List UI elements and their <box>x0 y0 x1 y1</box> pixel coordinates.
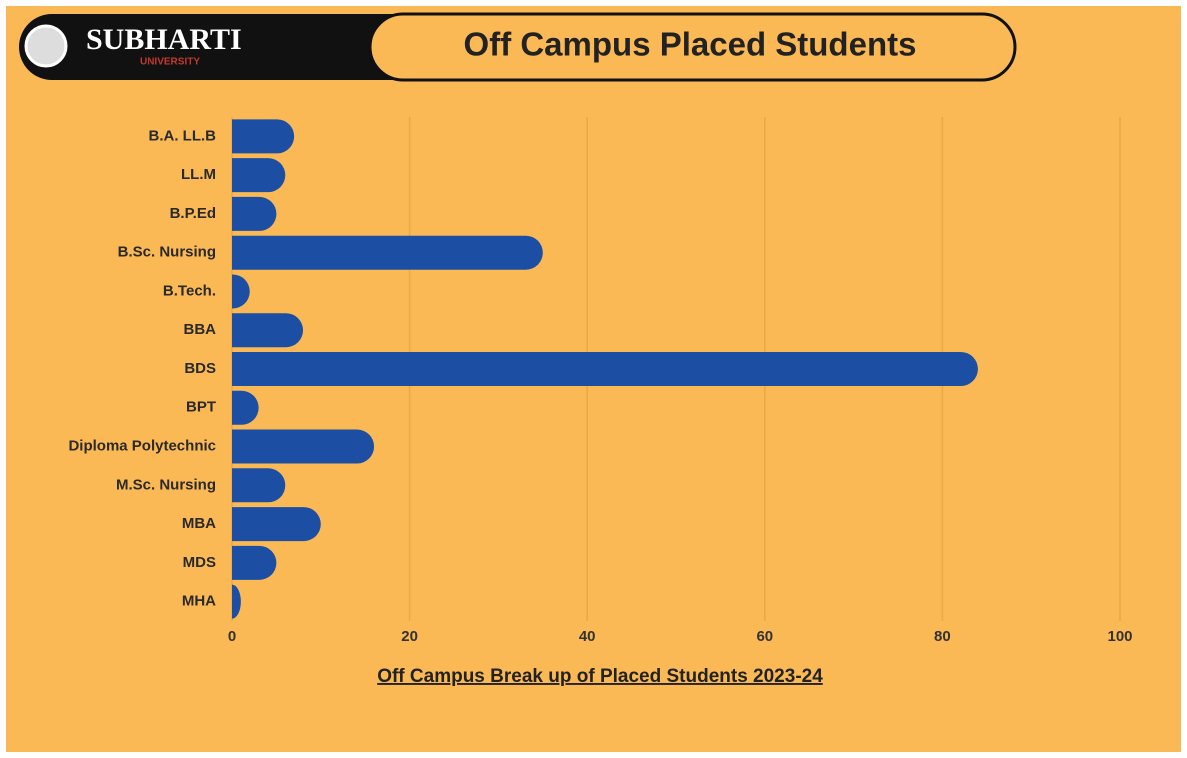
x-tick-label: 100 <box>1107 628 1132 645</box>
y-tick-label: BDS <box>184 360 216 377</box>
bar <box>232 274 250 309</box>
logo-panel <box>19 14 400 80</box>
y-tick-label: MDS <box>183 554 216 571</box>
bar <box>232 468 286 503</box>
y-tick-label: Diploma Polytechnic <box>68 438 216 455</box>
logo-subtitle: UNIVERSITY <box>140 57 200 68</box>
y-tick-label: MHA <box>182 593 216 610</box>
bar <box>232 352 978 386</box>
y-tick-label: BPT <box>186 399 216 416</box>
bar <box>232 313 304 348</box>
chart-title: Off Campus Placed Students <box>464 26 917 63</box>
title-pill <box>368 12 1017 82</box>
y-tick-label: B.A. LL.B <box>149 127 217 144</box>
x-tick-label: 60 <box>756 628 773 645</box>
x-axis-label: Off Campus Break up of Placed Students 2… <box>377 666 823 687</box>
bar <box>232 584 241 619</box>
x-tick-label: 80 <box>934 628 951 645</box>
bar <box>232 196 277 231</box>
logo-text: SUBHARTI <box>86 23 242 56</box>
y-tick-label: B.Sc. Nursing <box>118 244 216 261</box>
y-tick-label: M.Sc. Nursing <box>116 476 216 493</box>
y-tick-label: LL.M <box>181 166 216 183</box>
bar <box>232 158 286 193</box>
logo-emblem <box>24 24 68 68</box>
x-tick-label: 0 <box>228 628 236 645</box>
x-tick-label: 40 <box>579 628 596 645</box>
bar <box>232 507 321 542</box>
y-tick-label: MBA <box>182 515 216 532</box>
bar <box>232 119 295 154</box>
x-tick-label: 20 <box>401 628 418 645</box>
bar <box>232 235 543 270</box>
y-tick-label: B.P.Ed <box>170 205 216 222</box>
y-tick-label: BBA <box>184 321 217 338</box>
bar <box>232 545 277 580</box>
bar <box>232 390 259 425</box>
y-tick-label: B.Tech. <box>163 282 216 299</box>
bar <box>232 429 375 464</box>
